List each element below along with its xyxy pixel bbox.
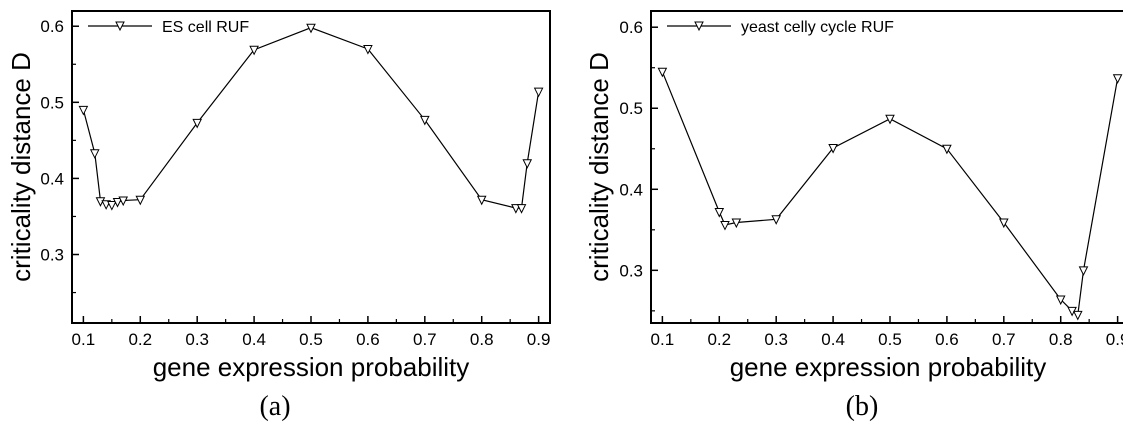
data-point-b (885, 114, 895, 125)
y-tick-label-b: 0.4 (619, 180, 643, 199)
data-point-b (1112, 74, 1123, 84)
data-point-b (1072, 310, 1083, 321)
x-tick-label-a: 0.9 (527, 330, 551, 349)
data-point-a (249, 45, 259, 56)
data-point-a (78, 105, 89, 116)
data-point-a (511, 204, 521, 214)
x-tick-label-a: 0.4 (242, 330, 266, 349)
chart-panel-b: 0.1 0.2 0.3 0.4 0.5 0.6 0.7 0.8 0.9 0.3 0.4 0.5 0.6… (584, 10, 1123, 422)
data-point-b (1055, 295, 1066, 306)
y-tick-label-b: 0.5 (619, 99, 643, 118)
chart-panel-a: 0.1 0.2 0.3 0.4 0.5 0.6 0.7 0.8 0.9 0.3 0.4 0.5 0.6… (6, 10, 551, 422)
series-line-a (78, 23, 544, 214)
legend-b: yeast celly cycle RUF (667, 19, 894, 36)
legend-label-a: ES cell RUF (162, 19, 249, 36)
data-point-a (420, 115, 430, 126)
data-point-b (731, 218, 742, 229)
data-point-a (192, 118, 202, 129)
data-point-a (476, 195, 487, 206)
legend-marker-b (694, 21, 704, 32)
series-polyline-b (661, 71, 1119, 316)
x-tick-label-b: 0.8 (1049, 330, 1073, 349)
data-point-b (942, 144, 952, 155)
x-tick-label-b: 0.2 (707, 330, 731, 349)
y-tick-label-a: 0.4 (40, 169, 64, 188)
data-point-b (828, 143, 838, 154)
plot-frame-a (71, 10, 551, 324)
legend-marker-a (115, 21, 125, 32)
data-point-a (306, 23, 316, 34)
data-point-b (771, 215, 781, 225)
data-point-b (1078, 266, 1089, 276)
x-tick-label-b: 0.6 (935, 330, 959, 349)
x-tick-label-a: 0.6 (356, 330, 380, 349)
x-tick-label-b: 0.4 (821, 330, 845, 349)
y-tick-label-a: 0.5 (40, 93, 64, 112)
data-point-a (516, 204, 527, 214)
x-axis-ticks-a: 0.1 0.2 0.3 0.4 0.5 0.6 0.7 0.8 0.9 (72, 316, 551, 349)
data-point-b (720, 220, 730, 231)
legend-a: ES cell RUF (88, 19, 249, 36)
plot-frame-b (650, 10, 1123, 324)
y-tick-label-b: 0.3 (619, 261, 643, 280)
x-axis-label-b: gene expression probability (730, 352, 1047, 382)
x-tick-label-a: 0.8 (470, 330, 494, 349)
y-axis-ticks-b: 0.3 0.4 0.5 0.6 (619, 18, 658, 312)
x-tick-label-b: 0.1 (651, 330, 675, 349)
y-axis-label-b: criticality distance D (584, 52, 614, 282)
x-tick-label-a: 0.3 (185, 330, 209, 349)
panel-caption-a: (a) (259, 391, 290, 422)
data-point-a (118, 196, 129, 207)
legend-label-b: yeast celly cycle RUF (741, 19, 894, 36)
data-point-a (112, 198, 123, 208)
series-polyline-a (82, 27, 540, 209)
data-point-b (714, 207, 725, 218)
y-axis-ticks-a: 0.3 0.4 0.5 0.6 (40, 17, 79, 294)
data-point-b (999, 218, 1009, 229)
data-point-a (522, 159, 533, 169)
y-tick-label-a: 0.3 (40, 246, 64, 265)
x-tick-label-b: 0.9 (1106, 330, 1123, 349)
x-axis-ticks-b: 0.1 0.2 0.3 0.4 0.5 0.6 0.7 0.8 0.9 (651, 316, 1123, 349)
data-point-a (533, 87, 544, 98)
y-tick-label-a: 0.6 (40, 17, 64, 36)
x-tick-label-b: 0.3 (764, 330, 788, 349)
y-axis-label-a: criticality distance D (6, 52, 36, 282)
x-tick-label-b: 0.5 (878, 330, 902, 349)
data-point-a (135, 195, 146, 206)
x-tick-label-a: 0.5 (299, 330, 323, 349)
x-tick-label-a: 0.2 (128, 330, 152, 349)
series-line-b (657, 67, 1123, 321)
x-tick-label-a: 0.1 (72, 330, 96, 349)
x-axis-label-a: gene expression probability (153, 352, 470, 382)
data-point-a (107, 201, 117, 211)
y-tick-label-b: 0.6 (619, 18, 643, 37)
panel-caption-b: (b) (846, 391, 879, 422)
data-point-a (89, 149, 100, 159)
data-point-b (657, 67, 668, 78)
data-point-a (363, 45, 373, 55)
x-tick-label-b: 0.7 (992, 330, 1016, 349)
x-tick-label-a: 0.7 (413, 330, 437, 349)
